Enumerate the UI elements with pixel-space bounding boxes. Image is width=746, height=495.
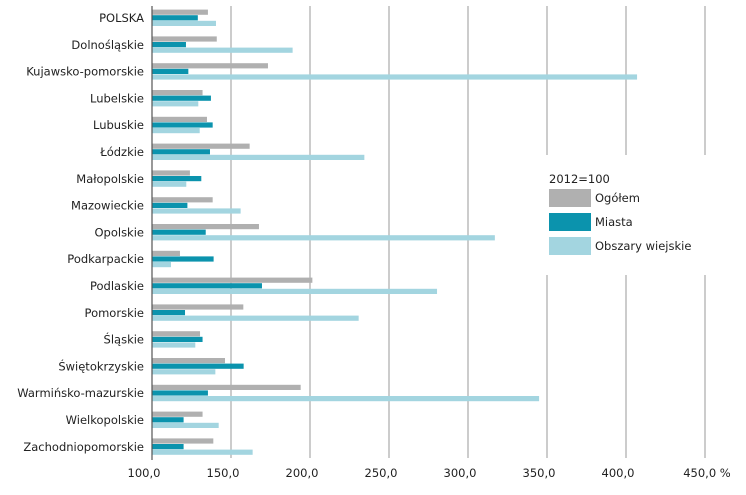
bar-0-3	[152, 90, 203, 96]
bar-0-15	[152, 411, 203, 417]
bar-0-0	[152, 9, 208, 15]
category-label: Małopolskie	[76, 172, 144, 186]
bar-2-6	[152, 181, 187, 187]
bar-2-2	[152, 74, 638, 80]
x-tick-label: 300,0	[444, 466, 477, 480]
bar-2-1	[152, 47, 293, 53]
category-label: Mazowieckie	[71, 199, 144, 213]
bar-2-8	[152, 235, 495, 241]
bar-0-5	[152, 143, 250, 149]
category-label: Podlaskie	[90, 279, 144, 293]
bar-0-1	[152, 36, 217, 42]
x-tick-label: 400,0	[602, 466, 635, 480]
bar-2-13	[152, 369, 216, 375]
category-label: Opolskie	[94, 225, 144, 239]
category-label: Lubelskie	[90, 91, 144, 105]
category-label: Kujawsko-pomorskie	[26, 65, 144, 79]
x-tick-label: 450,0 %	[683, 466, 731, 480]
bar-1-3	[152, 95, 211, 101]
bar-2-11	[152, 315, 359, 321]
bar-2-7	[152, 208, 241, 214]
bar-2-14	[152, 396, 540, 402]
bar-1-8	[152, 229, 206, 235]
bar-0-12	[152, 331, 201, 337]
category-label: Łódzkie	[99, 145, 144, 159]
x-tick-label: 100,0	[128, 466, 161, 480]
category-label: Dolnośląskie	[71, 38, 144, 52]
bar-0-11	[152, 304, 244, 310]
bar-1-9	[152, 256, 214, 262]
bar-2-0	[152, 20, 216, 26]
category-label: Lubuskie	[93, 118, 144, 132]
bar-1-15	[152, 417, 184, 423]
bar-0-8	[152, 224, 259, 230]
legend-label: Obszary wiejskie	[595, 239, 691, 253]
category-label: Zachodniopomorskie	[23, 440, 144, 454]
bar-0-6	[152, 170, 190, 176]
bar-1-11	[152, 310, 186, 316]
bar-1-13	[152, 363, 244, 369]
legend-label: Ogółem	[595, 191, 640, 205]
bar-1-0	[152, 15, 198, 21]
bar-1-1	[152, 42, 186, 48]
bar-2-5	[152, 154, 365, 160]
bar-0-16	[152, 438, 214, 444]
bar-1-12	[152, 336, 203, 342]
category-label: Warmińsko-mazurskie	[17, 386, 144, 400]
category-label: Świętokrzyskie	[58, 358, 144, 373]
category-label: Podkarpackie	[67, 252, 144, 266]
bar-2-4	[152, 128, 200, 134]
bar-0-9	[152, 250, 180, 256]
bar-2-3	[152, 101, 199, 107]
bar-0-13	[152, 358, 225, 364]
category-label: Wielkopolskie	[66, 413, 144, 427]
bar-2-9	[152, 262, 171, 268]
legend-swatch-0	[549, 189, 591, 207]
legend-swatch-2	[549, 237, 591, 255]
legend-title: 2012=100	[549, 172, 610, 186]
bar-2-16	[152, 449, 253, 455]
bar-2-12	[152, 342, 196, 348]
bar-0-2	[152, 63, 268, 69]
bar-2-15	[152, 422, 219, 428]
legend-label: Miasta	[595, 215, 633, 229]
bar-1-2	[152, 68, 189, 74]
bar-0-10	[152, 277, 313, 283]
bar-2-10	[152, 288, 438, 294]
category-label: Pomorskie	[85, 306, 144, 320]
bar-1-16	[152, 444, 184, 450]
category-label: Śląskie	[104, 332, 144, 347]
legend-swatch-1	[549, 213, 591, 231]
bar-1-4	[152, 122, 213, 128]
category-label: POLSKA	[99, 11, 144, 25]
x-tick-label: 200,0	[286, 466, 319, 480]
bar-1-6	[152, 176, 202, 182]
bar-1-14	[152, 390, 208, 396]
x-tick-label: 150,0	[207, 466, 240, 480]
bar-0-4	[152, 116, 207, 122]
x-tick-label: 250,0	[365, 466, 398, 480]
bar-0-7	[152, 197, 213, 203]
x-tick-label: 350,0	[523, 466, 556, 480]
bar-1-7	[152, 202, 188, 208]
bar-1-5	[152, 149, 210, 155]
bar-1-10	[152, 283, 262, 289]
bar-0-14	[152, 384, 301, 390]
